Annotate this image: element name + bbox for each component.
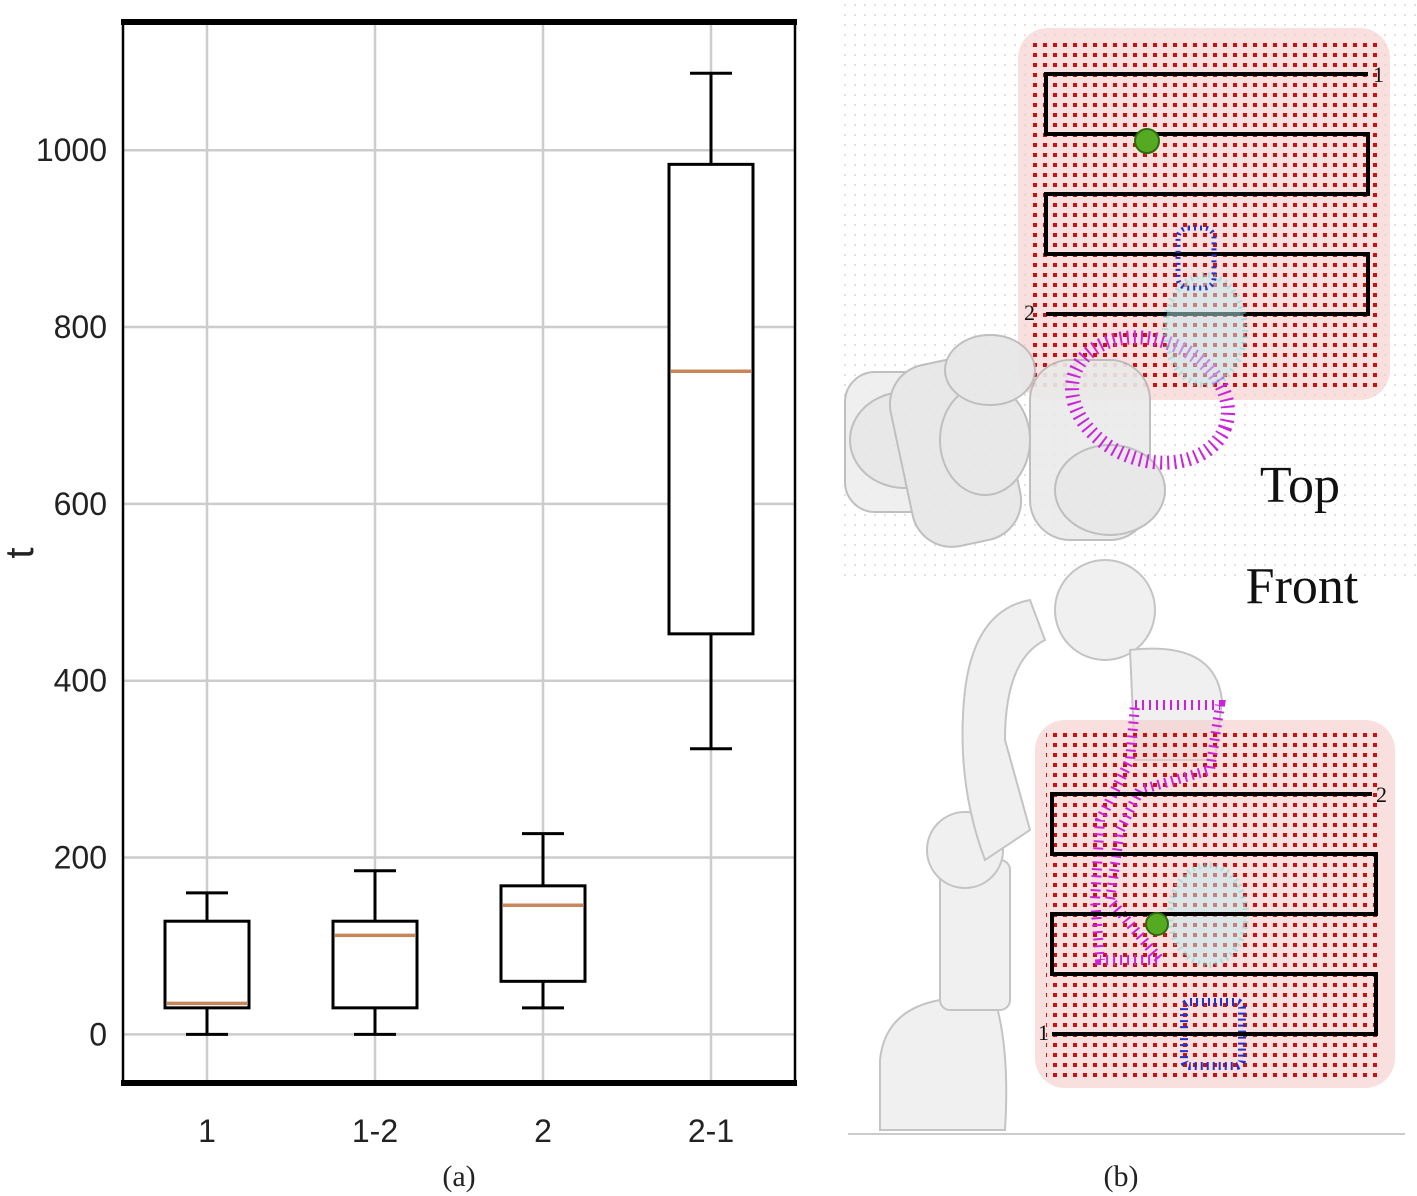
top-view-robot-silhouette xyxy=(844,334,1166,548)
caption-a: (a) xyxy=(442,1160,475,1193)
top-view: 1 2 Top xyxy=(838,0,1417,580)
front-view: Front 2 1 xyxy=(848,558,1405,1135)
box-plot-series xyxy=(163,71,755,1036)
panel-b-robot-views: 1 2 Top Front xyxy=(838,0,1417,1193)
x-tick-label: 2 xyxy=(534,1113,552,1149)
x-tick-label: 1-2 xyxy=(352,1113,398,1149)
x-tick-labels: 1 1-2 2 2-1 xyxy=(198,1113,734,1149)
front-view-target-marker xyxy=(1145,912,1169,936)
y-tick-label: 1000 xyxy=(36,132,107,168)
y-tick-label: 0 xyxy=(89,1016,107,1052)
top-view-target-marker xyxy=(1134,128,1160,154)
top-view-label: Top xyxy=(1260,457,1340,514)
front-view-blue-point-cloud xyxy=(1180,998,1246,1070)
x-tick-label: 2-1 xyxy=(688,1113,734,1149)
front-view-magenta-point-cloud xyxy=(1089,700,1226,965)
iqr-box xyxy=(499,884,587,983)
y-tick-label: 800 xyxy=(54,309,107,345)
iqr-box xyxy=(667,162,755,636)
box-2 xyxy=(499,832,587,1010)
front-view-scan-path xyxy=(1050,792,1378,1036)
box-1-2 xyxy=(331,869,419,1036)
front-view-path-start-label: 1 xyxy=(1038,1020,1049,1045)
x-tick-label: 1 xyxy=(198,1113,216,1149)
iqr-box xyxy=(163,919,251,1010)
top-view-scan-path xyxy=(1044,72,1370,316)
top-view-cyan-point-cloud xyxy=(1162,272,1248,388)
front-view-path-end-label: 2 xyxy=(1376,782,1387,807)
y-tick-label: 200 xyxy=(54,840,107,876)
y-tick-label: 400 xyxy=(54,663,107,699)
x-gridlines xyxy=(205,22,713,1083)
y-gridlines xyxy=(123,148,795,1036)
box-1 xyxy=(163,891,251,1036)
y-tick-label: 600 xyxy=(54,486,107,522)
top-view-magenta-point-cloud xyxy=(1065,330,1235,470)
top-view-path-start-label: 1 xyxy=(1373,62,1384,87)
caption-b: (b) xyxy=(1104,1160,1139,1193)
top-view-path-end-label: 2 xyxy=(1024,300,1035,325)
top-view-blue-point-cloud xyxy=(1175,225,1217,291)
panel-a-boxplot: 0 200 400 600 800 1000 1 1-2 2 2-1 t (a) xyxy=(0,19,797,1193)
box-2-1 xyxy=(667,71,755,751)
y-axis-label: t xyxy=(0,547,42,558)
front-view-label: Front xyxy=(1246,558,1359,615)
y-tick-labels: 0 200 400 600 800 1000 xyxy=(36,132,107,1052)
